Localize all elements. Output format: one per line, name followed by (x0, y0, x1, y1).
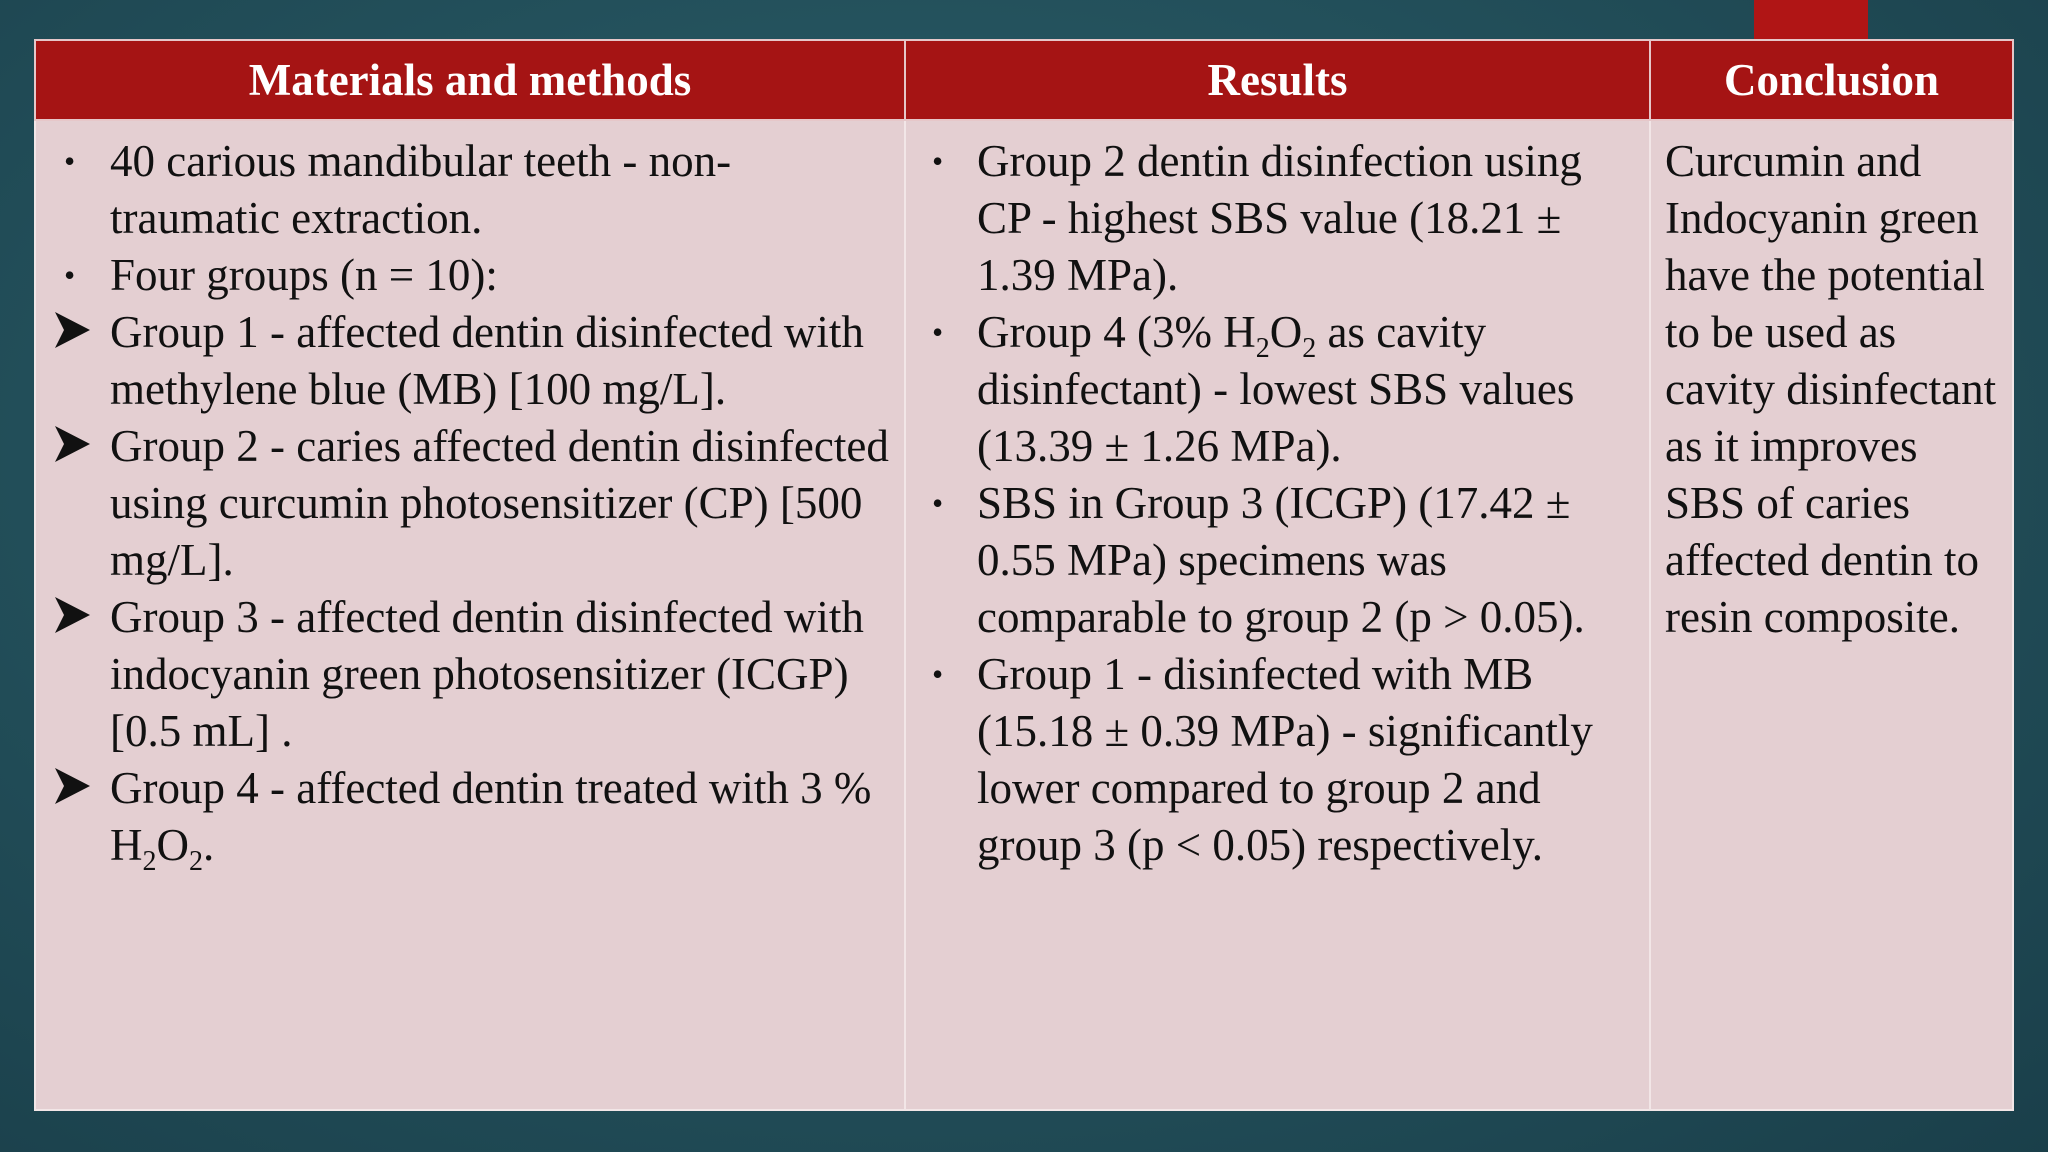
bullet-dot-icon: • (932, 314, 944, 350)
conclusion-cell: Curcumin and Indocyanin green have the p… (1649, 119, 2014, 1111)
list-item: Group 4 - affected dentin treated with 3… (50, 760, 890, 876)
text-segment: . (203, 820, 215, 870)
list-item-text: Four groups (n = 10): (110, 250, 498, 300)
text-segment: O (156, 820, 190, 870)
list-item-text: Group 1 - affected dentin disinfected wi… (110, 307, 864, 414)
list-item: Group 1 - affected dentin disinfected wi… (50, 304, 890, 418)
methods-list: • 40 carious mandibular teeth - non-trau… (50, 133, 890, 876)
text-segment: Group 4 (3% H (977, 307, 1256, 357)
list-item: • SBS in Group 3 (ICGP) (17.42 ± 0.55 MP… (920, 475, 1635, 646)
content-row: • 40 carious mandibular teeth - non-trau… (34, 119, 2014, 1111)
text-segment: Group 4 - affected dentin treated with 3… (110, 763, 872, 870)
text-segment: O (1269, 307, 1303, 357)
list-item-text: Group 1 - disinfected with MB (15.18 ± 0… (977, 649, 1593, 870)
subscript: 2 (189, 846, 203, 877)
header-materials-methods: Materials and methods (34, 39, 906, 121)
summary-table: Materials and methods Results Conclusion… (34, 39, 2014, 1111)
subscript: 2 (1302, 333, 1317, 364)
header-row: Materials and methods Results Conclusion (34, 39, 2014, 121)
header-results: Results (904, 39, 1651, 121)
list-item: • Group 2 dentin disinfection using CP -… (920, 133, 1635, 304)
header-conclusion: Conclusion (1649, 39, 2014, 121)
bullet-dot-icon: • (932, 143, 944, 179)
accent-bar (1754, 0, 1868, 42)
list-item-text: SBS in Group 3 (ICGP) (17.42 ± 0.55 MPa)… (977, 478, 1585, 642)
list-item-text: 40 carious mandibular teeth - non-trauma… (110, 136, 732, 243)
text-segment: as cavity disinfectant) - lowest SBS val… (977, 307, 1575, 471)
conclusion-text: Curcumin and Indocyanin green have the p… (1665, 136, 1997, 642)
subscript: 2 (1255, 333, 1270, 364)
list-item: • Group 4 (3% H2O2 as cavity disinfectan… (920, 304, 1635, 475)
arrow-bullet-icon (55, 312, 90, 348)
subscript: 2 (142, 846, 157, 877)
list-item: • Four groups (n = 10): (50, 247, 890, 304)
arrow-bullet-icon (55, 426, 90, 462)
bullet-dot-icon: • (64, 143, 76, 179)
bullet-dot-icon: • (932, 656, 944, 692)
list-item-text: Group 3 - affected dentin disinfected wi… (110, 592, 864, 756)
list-item-text: Group 2 dentin disinfection using CP - h… (977, 136, 1582, 300)
list-item-text: Group 4 (3% H2O2 as cavity disinfectant)… (977, 307, 1574, 471)
arrow-bullet-icon (55, 597, 90, 633)
results-cell: • Group 2 dentin disinfection using CP -… (904, 119, 1651, 1111)
list-item: • Group 1 - disinfected with MB (15.18 ±… (920, 646, 1635, 874)
methods-cell: • 40 carious mandibular teeth - non-trau… (34, 119, 906, 1111)
bullet-dot-icon: • (932, 485, 944, 521)
arrow-bullet-icon (55, 768, 90, 804)
results-list: • Group 2 dentin disinfection using CP -… (920, 133, 1635, 874)
list-item-text: Group 2 - caries affected dentin disinfe… (110, 421, 889, 585)
list-item: • 40 carious mandibular teeth - non-trau… (50, 133, 890, 247)
list-item: Group 2 - caries affected dentin disinfe… (50, 418, 890, 589)
bullet-dot-icon: • (64, 257, 76, 293)
list-item: Group 3 - affected dentin disinfected wi… (50, 589, 890, 760)
list-item-text: Group 4 - affected dentin treated with 3… (110, 763, 872, 876)
